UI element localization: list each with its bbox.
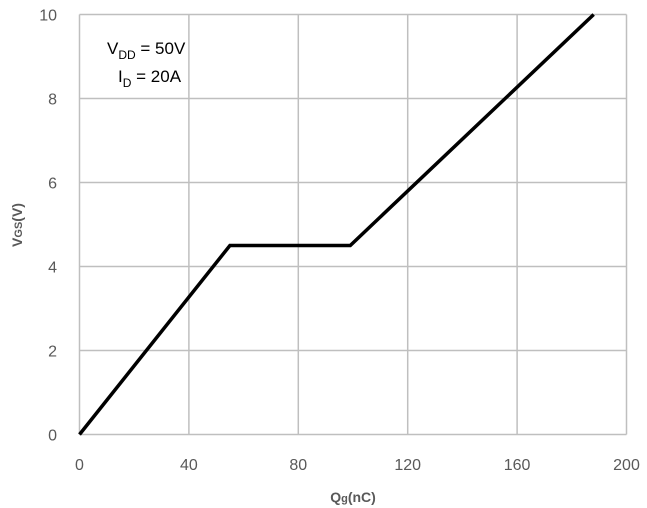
y-tick-label: 10	[39, 8, 57, 25]
x-tick-label: 40	[180, 457, 198, 474]
annotation-id: ID = 20A	[118, 67, 182, 90]
y-tick-label: 4	[48, 260, 57, 277]
annotation-vdd: VDD = 50V	[107, 39, 186, 62]
y-tick-label: 2	[48, 344, 57, 361]
x-tick-label: 200	[613, 457, 640, 474]
x-tick-label: 80	[289, 457, 307, 474]
x-tick-label: 160	[504, 457, 531, 474]
x-tick-label: 0	[75, 457, 84, 474]
y-tick-label: 0	[48, 428, 57, 445]
y-tick-label: 6	[48, 176, 57, 193]
tick-labels: 0 40 80 120 160 200 0 2 4 6 8 10	[39, 8, 640, 475]
x-tick-label: 120	[394, 457, 421, 474]
series	[78, 13, 595, 436]
series-line	[78, 13, 595, 436]
x-axis-label: Qg(nC)	[330, 489, 376, 505]
grid	[78, 13, 628, 436]
y-axis-label: VGS(V)	[9, 203, 25, 247]
y-tick-label: 8	[48, 92, 57, 109]
